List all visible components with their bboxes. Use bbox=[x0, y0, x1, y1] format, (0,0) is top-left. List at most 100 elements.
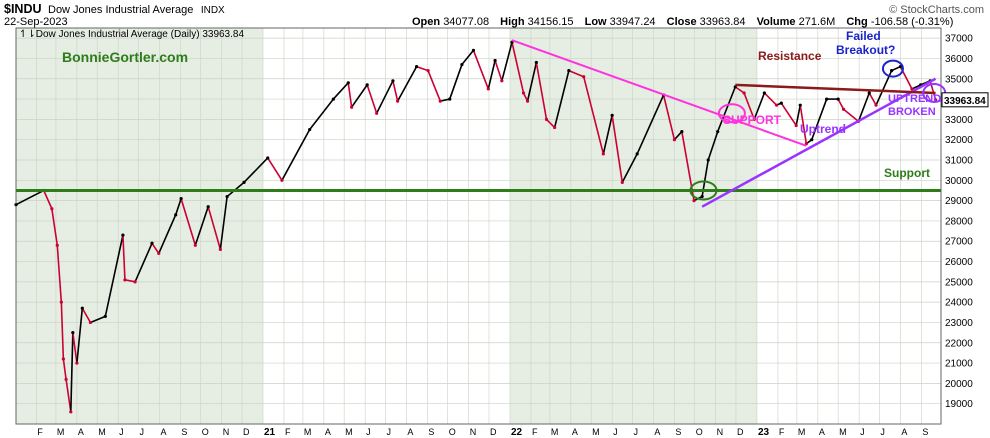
y-tick-label: 33000 bbox=[945, 115, 973, 126]
price-point bbox=[836, 97, 840, 101]
x-tick-label: 22 bbox=[511, 427, 523, 438]
y-tick-label: 22000 bbox=[945, 338, 973, 349]
price-segment bbox=[194, 206, 209, 246]
price-point bbox=[567, 69, 571, 73]
price-segment bbox=[448, 64, 463, 100]
price-segment bbox=[350, 84, 368, 108]
low-label: Low bbox=[584, 16, 607, 28]
price-point bbox=[692, 199, 696, 203]
price-segment bbox=[180, 198, 197, 246]
price-point bbox=[779, 101, 783, 105]
price-segment bbox=[60, 302, 65, 360]
price-segment bbox=[843, 108, 859, 123]
support-circle bbox=[689, 180, 718, 201]
price-point bbox=[396, 99, 400, 103]
price-segment bbox=[837, 98, 845, 110]
price-point bbox=[123, 278, 127, 282]
price-segment bbox=[568, 69, 585, 78]
price-point bbox=[867, 91, 871, 95]
x-tick-label: M bbox=[839, 427, 847, 437]
y-tick-label: 19000 bbox=[945, 399, 973, 410]
downtrend-line bbox=[511, 39, 807, 147]
price-segment bbox=[868, 92, 877, 106]
price-point bbox=[716, 129, 720, 134]
price-point bbox=[798, 103, 802, 107]
price-point bbox=[525, 99, 530, 103]
chart-date: 22-Sep-2023 bbox=[4, 16, 68, 28]
support-magenta-label: SUPPORT bbox=[723, 113, 782, 127]
x-tick-label: S bbox=[675, 427, 681, 437]
y-tick-label: 20000 bbox=[945, 379, 973, 390]
y-tick-label: 36000 bbox=[945, 54, 973, 65]
price-point bbox=[88, 320, 93, 325]
price-point bbox=[471, 48, 476, 52]
price-segment bbox=[124, 279, 136, 283]
price-segment bbox=[673, 131, 683, 141]
price-segment bbox=[396, 66, 418, 102]
price-segment bbox=[347, 82, 353, 108]
price-segment bbox=[780, 102, 797, 126]
brand-credit: © StockCharts.com bbox=[889, 4, 984, 16]
price-segment bbox=[104, 234, 124, 317]
price-point bbox=[50, 207, 54, 211]
price-point bbox=[266, 156, 270, 160]
price-point bbox=[133, 280, 137, 284]
price-segment bbox=[366, 84, 378, 114]
price-point bbox=[375, 111, 379, 115]
x-tick-label: M bbox=[798, 427, 806, 437]
price-point bbox=[75, 361, 79, 365]
price-point bbox=[150, 241, 154, 245]
price-segment bbox=[267, 157, 283, 181]
x-tick-label: A bbox=[160, 427, 166, 437]
x-tick-label: S bbox=[428, 427, 434, 437]
price-point bbox=[910, 87, 914, 91]
price-segment bbox=[487, 60, 496, 90]
price-point bbox=[706, 158, 710, 162]
price-point bbox=[59, 300, 63, 304]
uptrend-broken-label-1: UPTREND bbox=[888, 93, 941, 105]
x-tick-label: A bbox=[407, 427, 413, 437]
chg-value: -106.58 (-0.31%) bbox=[870, 16, 954, 28]
price-segment bbox=[70, 332, 74, 412]
price-point bbox=[635, 152, 639, 156]
last-value-box bbox=[941, 92, 989, 108]
breakout-label: Breakout? bbox=[836, 43, 895, 57]
symbol-title: $INDU Dow Jones Industrial Average INDX bbox=[4, 2, 225, 16]
chg-label: Chg bbox=[846, 16, 868, 28]
price-segment bbox=[545, 118, 556, 129]
price-segment bbox=[81, 307, 92, 323]
resistance-line bbox=[735, 83, 936, 95]
x-tick-label: N bbox=[717, 427, 724, 437]
price-segment bbox=[76, 308, 84, 364]
price-segment bbox=[707, 131, 719, 161]
price-segment bbox=[753, 92, 766, 120]
price-segment bbox=[891, 65, 901, 72]
high-label: High bbox=[500, 16, 525, 28]
price-point bbox=[64, 377, 68, 381]
price-point bbox=[206, 205, 210, 209]
price-point bbox=[448, 97, 452, 101]
price-segment bbox=[416, 65, 429, 72]
price-segment bbox=[375, 80, 394, 114]
price-segment bbox=[134, 242, 153, 283]
open-label: Open bbox=[412, 16, 441, 28]
price-segment bbox=[243, 157, 269, 183]
price-segment bbox=[440, 98, 450, 102]
price-point bbox=[610, 113, 614, 117]
price-point bbox=[898, 64, 903, 69]
price-segment bbox=[716, 86, 737, 132]
price-segment bbox=[90, 315, 106, 324]
price-segment bbox=[56, 245, 63, 303]
x-tick-label: D bbox=[243, 427, 250, 437]
price-point bbox=[61, 357, 65, 361]
price-segment bbox=[511, 42, 525, 94]
price-segment bbox=[611, 115, 624, 183]
price-point bbox=[680, 129, 684, 134]
price-segment bbox=[799, 105, 808, 144]
price-point bbox=[825, 97, 829, 101]
x-tick-label: D bbox=[737, 427, 744, 437]
x-tick-label: F bbox=[285, 427, 291, 437]
x-tick-label: O bbox=[202, 427, 209, 437]
price-point bbox=[874, 103, 878, 107]
